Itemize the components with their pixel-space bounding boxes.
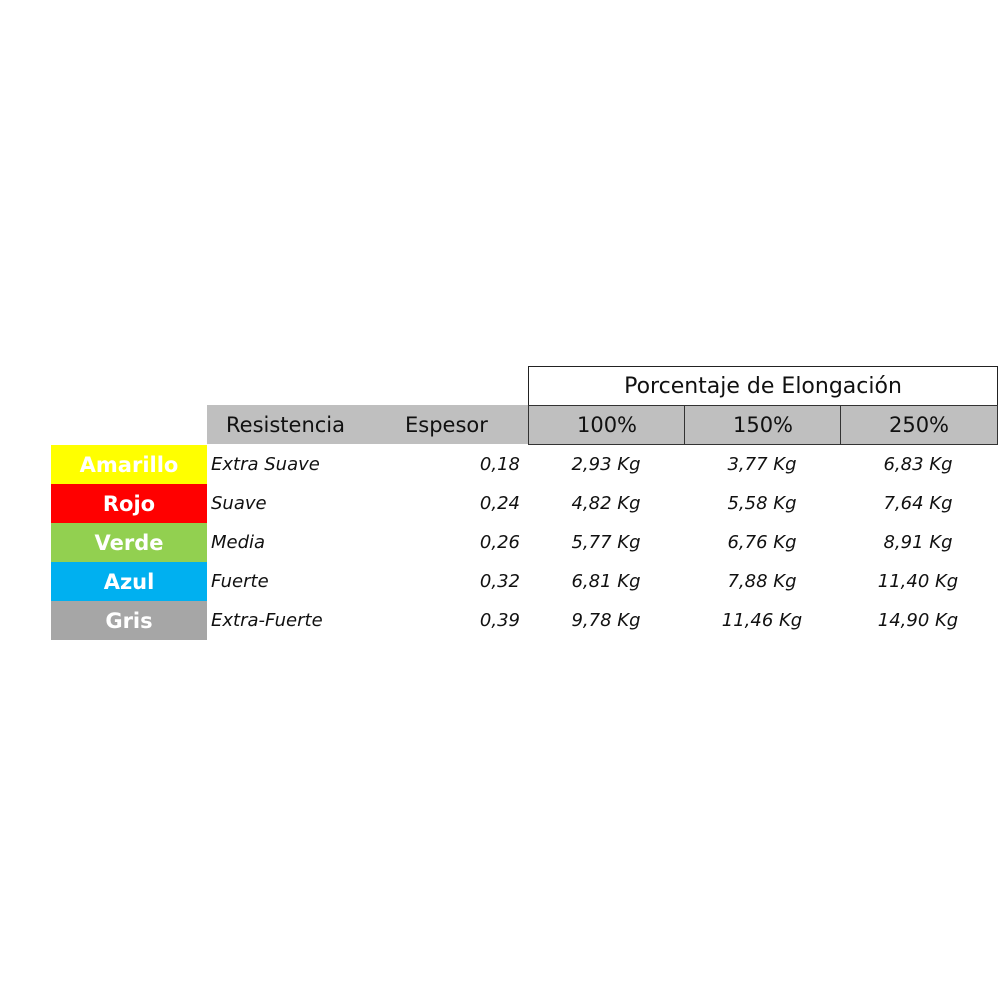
thickness-cell: 0,32 (479, 571, 520, 592)
elongation-header-150: 150% (684, 405, 842, 445)
elongation-value-cell: 11,40 Kg (877, 571, 959, 592)
elongation-value-cell: 14,90 Kg (877, 610, 959, 631)
elongation-value-cell: 6,76 Kg (727, 532, 797, 553)
resistance-cell: Extra Suave (211, 454, 320, 475)
elongation-value-cell: 3,77 Kg (727, 454, 797, 475)
resistance-cell: Suave (211, 493, 267, 514)
resistance-header: Resistencia (226, 412, 345, 437)
thickness-header: Espesor (405, 412, 488, 437)
elongation-header-100: 100% (528, 405, 686, 445)
elongation-value-cell: 9,78 Kg (571, 610, 641, 631)
color-swatch-label: Verde (51, 523, 207, 562)
color-swatch-label: Azul (51, 562, 207, 601)
elongation-value-cell: 5,58 Kg (727, 493, 797, 514)
color-swatch-label: Rojo (51, 484, 207, 523)
elongation-value-cell: 4,82 Kg (571, 493, 641, 514)
resistance-cell: Fuerte (211, 571, 269, 592)
elongation-value-cell: 6,81 Kg (571, 571, 641, 592)
color-swatch-label: Amarillo (51, 445, 207, 484)
elongation-value-cell: 7,88 Kg (727, 571, 797, 592)
elongation-value-cell: 2,93 Kg (571, 454, 641, 475)
thickness-cell: 0,39 (479, 610, 520, 631)
elongation-value-cell: 5,77 Kg (571, 532, 641, 553)
resistance-cell: Extra-Fuerte (211, 610, 323, 631)
color-swatch-label: Gris (51, 601, 207, 640)
elongation-value-cell: 11,46 Kg (721, 610, 803, 631)
elongation-value-cell: 6,83 Kg (883, 454, 953, 475)
thickness-cell: 0,26 (479, 532, 520, 553)
elongation-group-header: Porcentaje de Elongación (528, 366, 998, 406)
elongation-header-250: 250% (840, 405, 998, 445)
elongation-value-cell: 7,64 Kg (883, 493, 953, 514)
thickness-cell: 0,18 (479, 454, 520, 475)
elongation-value-cell: 8,91 Kg (883, 532, 953, 553)
thickness-cell: 0,24 (479, 493, 520, 514)
resistance-cell: Media (211, 532, 266, 553)
header-background (207, 405, 528, 444)
